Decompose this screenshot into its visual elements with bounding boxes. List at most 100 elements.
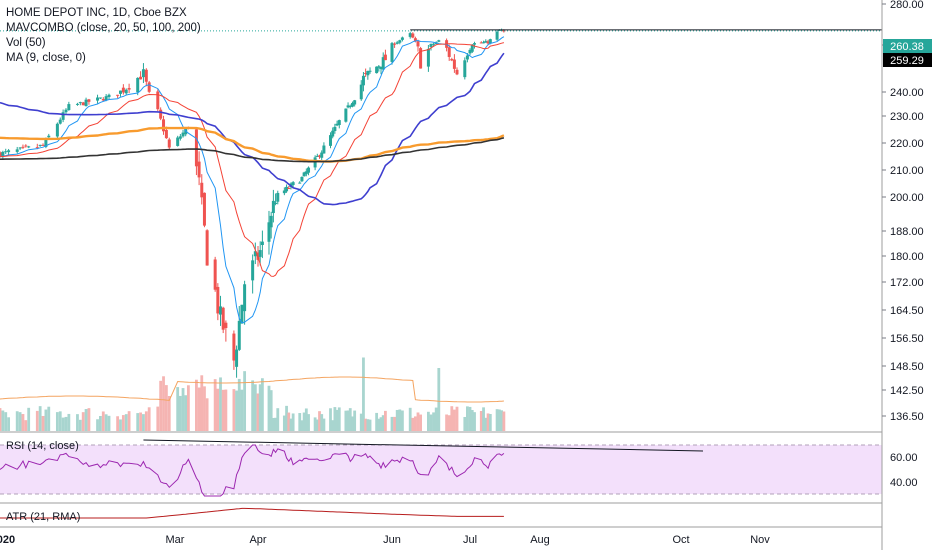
- time-axis[interactable]: 2020 Mar Apr Jun Jul Aug Oct Nov: [0, 534, 770, 546]
- candle-body: [104, 96, 108, 101]
- ma-price-badge: [883, 53, 932, 67]
- candle-body: [333, 126, 337, 131]
- volume-bar: [203, 386, 206, 431]
- candle-body: [251, 260, 255, 281]
- price-tick-label: 210.00: [890, 165, 924, 177]
- candle-body: [411, 33, 415, 38]
- candle-body: [353, 100, 357, 105]
- volume-bar: [331, 420, 335, 431]
- candle-body: [136, 77, 140, 93]
- candle-body: [141, 69, 145, 78]
- volume-bar: [186, 385, 190, 431]
- candle-body: [346, 105, 350, 108]
- volume-bar: [408, 407, 412, 431]
- candle-body: [408, 33, 412, 37]
- volume-bar: [78, 419, 82, 431]
- candle-body: [221, 307, 225, 330]
- atr-panel: [0, 507, 504, 519]
- volume-legend: Vol (50): [6, 37, 46, 49]
- price-tick-label: 200.00: [890, 192, 924, 204]
- volume-bar: [427, 411, 430, 431]
- ma20-line: [0, 42, 505, 277]
- volume-bar: [237, 378, 241, 431]
- volume-bar: [76, 414, 79, 431]
- candle-body: [502, 30, 506, 32]
- candle-body: [465, 55, 469, 60]
- candle-body: [350, 103, 354, 107]
- candle-body: [287, 188, 291, 190]
- rsi-trendline: [143, 439, 704, 452]
- candle-body: [7, 150, 11, 153]
- candle-body: [484, 41, 488, 43]
- candle-body: [291, 182, 295, 185]
- volume-bar: [84, 409, 88, 431]
- time-tick-label: Apr: [249, 534, 266, 546]
- volume-bar: [181, 388, 185, 431]
- candle-body: [237, 320, 241, 350]
- candle-body: [118, 90, 122, 94]
- volume-bar: [67, 413, 71, 431]
- volume-bar: [348, 408, 352, 431]
- price-tick-label: 230.00: [890, 111, 924, 123]
- volume-bar: [455, 406, 459, 431]
- price-tick-label: 142.50: [890, 385, 924, 397]
- volume-bar: [445, 414, 448, 431]
- price-tick-label: 172.00: [890, 277, 924, 289]
- volume-bar: [466, 406, 469, 431]
- candle-body: [144, 69, 148, 82]
- candle-body: [377, 66, 381, 68]
- volume-bar: [58, 411, 62, 431]
- candle-body: [395, 42, 399, 44]
- volume-bar: [232, 389, 236, 431]
- volume-bar: [398, 409, 402, 431]
- moving-averages: [0, 29, 882, 324]
- price-axis[interactable]: 280.00250.00240.00230.00220.00210.00200.…: [882, 0, 924, 489]
- candle-body: [219, 306, 223, 315]
- rsi-tick-label: 60.00: [890, 452, 918, 464]
- candle-body: [205, 230, 209, 266]
- candle-body: [393, 43, 397, 45]
- volume-bar: [176, 387, 180, 431]
- volume-bar: [473, 412, 476, 431]
- candle-body: [486, 41, 490, 44]
- price-tick-label: 164.50: [890, 305, 924, 317]
- volume-bar: [300, 420, 304, 431]
- candle-body: [253, 251, 257, 257]
- volume-bar: [18, 412, 22, 431]
- candle-body: [178, 136, 182, 139]
- volume-bar: [276, 408, 280, 431]
- time-tick-label: Mar: [166, 534, 185, 546]
- volume-bar: [432, 412, 435, 431]
- candle-body: [38, 144, 42, 146]
- candle-body: [322, 145, 326, 154]
- candle-body: [139, 76, 143, 80]
- candle-body: [21, 146, 25, 148]
- candle-body: [359, 84, 363, 100]
- volume-bar: [289, 418, 293, 431]
- volume-bar: [221, 389, 225, 431]
- volume-bar: [502, 411, 506, 431]
- time-tick-label: Jul: [463, 534, 477, 546]
- volume-bar: [139, 412, 142, 431]
- volume-bar: [351, 416, 354, 431]
- mavcombo-legend: MAVCOMBO (close, 20, 50, 100, 200): [6, 22, 201, 34]
- ma50-line: [0, 52, 505, 206]
- volume-bar: [44, 409, 48, 431]
- volume-bar: [127, 411, 131, 431]
- candle-body: [348, 106, 352, 108]
- candle-body: [276, 192, 280, 202]
- candle-body: [337, 120, 341, 125]
- candle-body: [328, 135, 332, 146]
- volume-bar: [384, 410, 387, 431]
- volume-bar: [450, 406, 454, 431]
- candle-body: [197, 161, 201, 178]
- candle-body: [488, 39, 492, 44]
- candle-body: [271, 200, 275, 214]
- volume-bar: [362, 357, 365, 431]
- volume-bar: [205, 398, 209, 431]
- candle-body: [164, 129, 168, 139]
- price-tick-label: 220.00: [890, 138, 924, 150]
- candlesticks: [0, 28, 506, 378]
- candle-body: [24, 145, 28, 147]
